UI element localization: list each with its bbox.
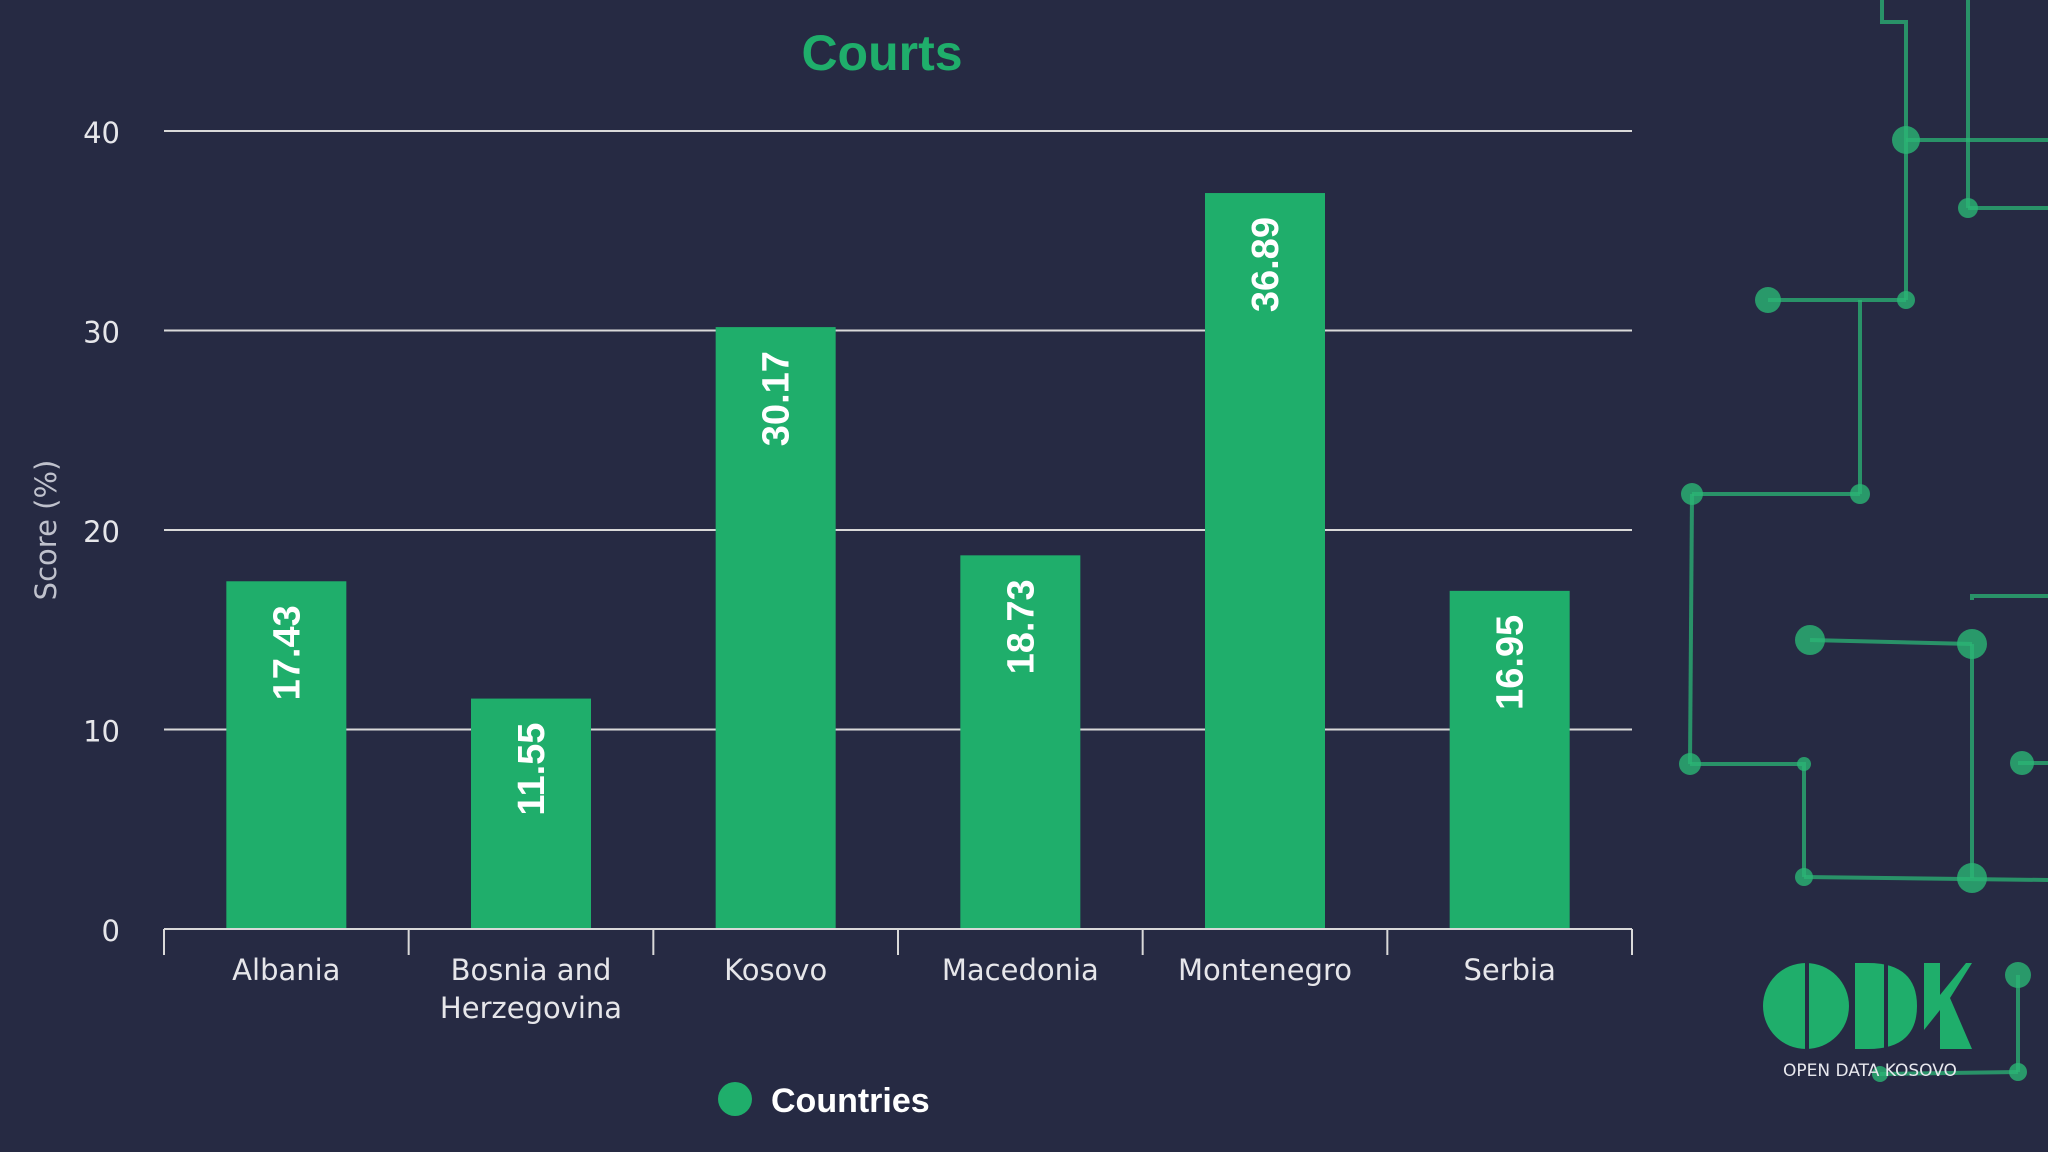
x-tick-label: Macedonia [942,953,1099,987]
circuit-trace [1690,762,1806,877]
circuit-node [1679,753,1701,775]
y-tick-label: 10 [83,715,120,749]
circuit-node [1957,863,1987,893]
odk-logo: OPEN DATA KOSOVO [1763,962,1972,1081]
x-tick-label: Albania [232,953,340,987]
circuit-node [1892,126,1920,154]
circuit-trace [1803,875,2048,882]
bar-value-label: 18.73 [1000,579,1042,674]
legend: Countries [718,1082,930,1120]
y-tick-label: 40 [83,116,120,150]
logo-tagline: OPEN DATA KOSOVO [1783,1061,1957,1081]
circuit-trace [1688,493,1694,765]
y-tick-label: 30 [83,316,120,350]
bar [1449,590,1570,929]
y-tick-labels: 0 10 20 30 40 [83,116,120,948]
bar-value-label: 16.95 [1490,615,1532,710]
bar-value-label: 11.55 [511,723,553,816]
x-tick-label: Kosovo [724,953,827,987]
y-tick-label: 0 [102,914,120,948]
logo-o-split [1805,962,1809,1050]
x-tick-label: Serbia [1463,953,1555,987]
logo-d-split [1884,962,1888,1050]
x-tick-label: Montenegro [1178,953,1352,987]
circuit-node [1850,484,1870,504]
circuit-node [1795,868,1813,886]
circuit-node [1872,1066,1888,1082]
circuit-node [1797,757,1811,771]
gridlines [164,130,1632,731]
circuit-node [1681,483,1703,505]
bar [960,555,1081,929]
bar [471,698,591,929]
y-tick-label: 20 [83,515,120,549]
bar-value-label: 17.43 [266,605,308,700]
bar-value-label: 36.89 [1245,217,1287,312]
bars: 17.43 11.55 30.17 18.73 36.89 16.95 [226,193,1570,929]
bar [1205,193,1325,929]
circuit-node [1958,198,1978,218]
circuit-node [1755,287,1781,313]
logo-k-shape [1924,963,1972,1049]
bar-value-label: 30.17 [756,351,798,446]
x-axis: Albania Bosnia and Herzegovina Kosovo Macedo… [163,928,1633,1025]
bar [226,581,347,929]
circuit-trace [1970,594,2048,600]
circuit-trace [1880,0,1908,300]
circuit-node [1897,291,1915,309]
x-tick-label: Bosnia and Herzegovina [440,953,622,1025]
circuit-node [2009,1063,2027,1081]
circuit-node [1957,629,1987,659]
bar [715,327,836,929]
circuit-node [1795,625,1825,655]
circuit-decoration [1679,0,2048,1082]
legend-label: Countries [771,1082,930,1120]
chart-title: Courts [801,25,962,81]
circuit-node [2005,962,2031,988]
circuit-trace [1809,638,1973,646]
legend-marker [718,1082,752,1116]
circuit-trace [1879,1070,2019,1076]
y-axis-label: Score (%) [29,460,63,601]
circuit-node [2010,751,2034,775]
